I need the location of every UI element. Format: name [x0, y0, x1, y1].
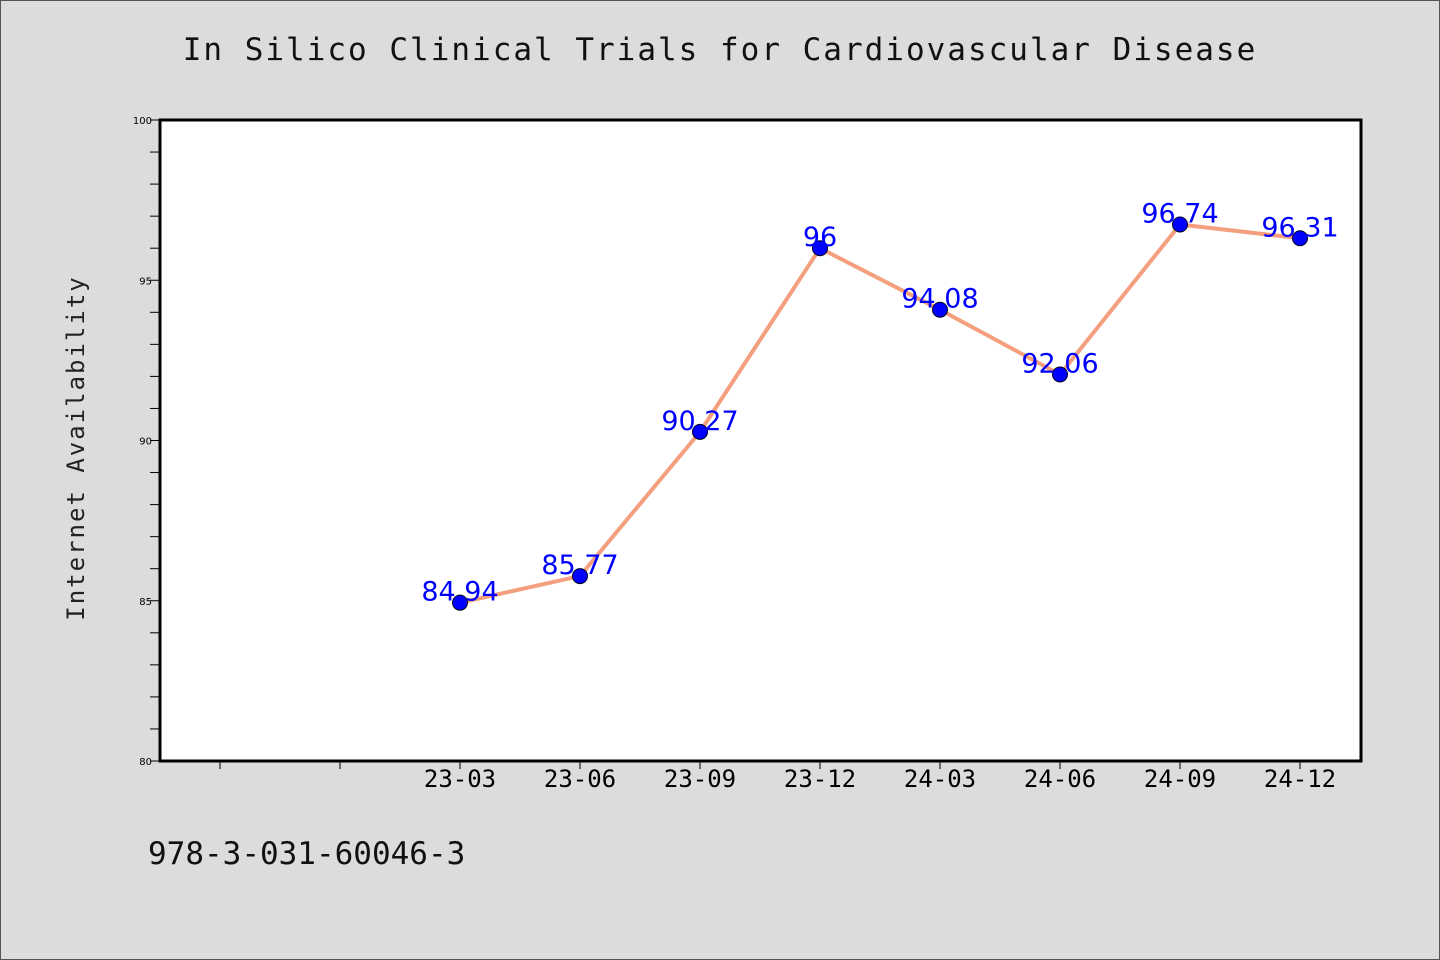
data-label: 85.77 [541, 550, 618, 581]
y-tick-label: 95 [139, 276, 152, 287]
y-axis-ticks: 80 85 90 95 100 [133, 116, 160, 768]
data-label: 96 [803, 222, 837, 253]
data-label: 90.27 [661, 406, 738, 437]
x-tick-label: 23-03 [424, 765, 496, 793]
data-label: 96.74 [1141, 198, 1218, 229]
data-label: 96.31 [1261, 212, 1338, 243]
y-tick-label: 80 [139, 757, 152, 768]
data-point [1292, 230, 1308, 247]
data-point [692, 423, 708, 440]
data-points [452, 216, 1308, 611]
data-labels: 84.94 85.77 90.27 96 94.08 92.06 96.74 96.31 [421, 198, 1338, 607]
y-tick-label: 100 [133, 116, 152, 127]
data-label: 94.08 [901, 284, 978, 315]
plot-area [158, 118, 1363, 763]
y-tick-label: 85 [139, 597, 152, 608]
isbn-footer: 978-3-031-60046-3 [148, 836, 466, 872]
x-tick-label: 23-12 [784, 765, 856, 793]
x-tick-label: 24-03 [904, 765, 976, 793]
data-label: 84.94 [421, 577, 498, 608]
series-line [459, 222, 1301, 605]
chart-title: In Silico Clinical Trials for Cardiovasc… [182, 32, 1258, 68]
y-tick-label: 90 [139, 437, 152, 448]
x-tick-label: 24-06 [1024, 765, 1096, 793]
x-tick-label: 23-06 [544, 765, 616, 793]
series-path [459, 222, 1301, 605]
x-axis-ticks: 23-03 23-06 23-09 23-12 24-03 24-06 24-09 24-12 [219, 761, 1336, 793]
data-point [452, 594, 468, 611]
data-point [1052, 366, 1068, 383]
data-point [572, 568, 588, 585]
x-tick-label: 23-09 [664, 765, 736, 793]
data-label: 92.06 [1021, 348, 1098, 379]
data-point [812, 240, 828, 257]
data-point [1172, 216, 1188, 233]
x-tick-label: 24-09 [1144, 765, 1216, 793]
x-tick-label: 24-12 [1264, 765, 1336, 793]
data-point [932, 301, 948, 318]
